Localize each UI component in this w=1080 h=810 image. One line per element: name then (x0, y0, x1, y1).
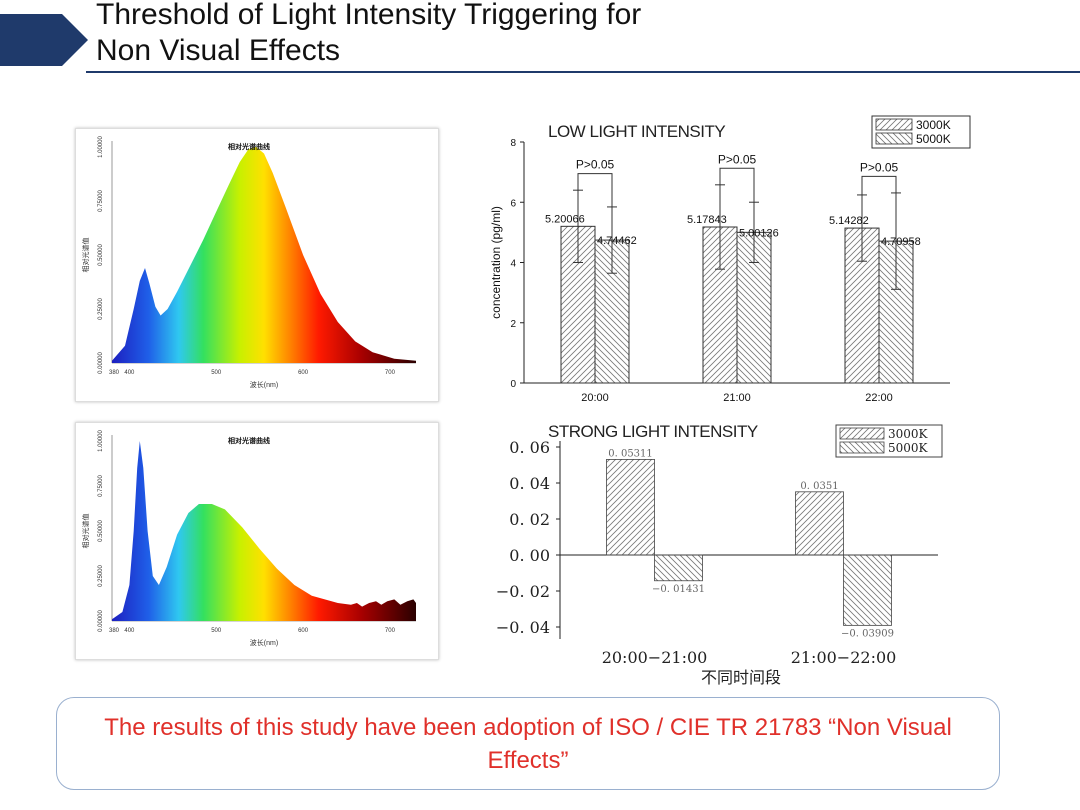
spectrum-panel-1: 相对光谱曲线 380 400 500 600 700 0.00000 0.25000 0.500… (75, 128, 439, 402)
spectrum-y-tick: 0.75000 (98, 475, 104, 497)
legend-label-5000k: 5000K (888, 441, 929, 455)
significance-bracket (861, 175, 897, 195)
spectrum-x-tick: 600 (298, 628, 309, 634)
page-title: Threshold of Light Intensity Triggering … (96, 0, 641, 69)
data-label: 0. 05311 (608, 448, 653, 459)
bar-5000k-1 (736, 231, 772, 384)
spectrum-x-tick: 700 (385, 370, 396, 376)
spectrum-panel-2: 相对光谱曲线 380 400 500 600 700 0.00000 0.25000 0.500… (75, 422, 439, 660)
spectrum-y-tick: 0.50000 (98, 244, 104, 266)
spectrum-y-tick: 0.00000 (98, 352, 104, 374)
spectrum-y-label: 相对光谱值 (81, 514, 90, 549)
y-tick-label: 6 (510, 198, 516, 209)
legend-swatch-3000k (839, 427, 885, 440)
data-label: −0. 03909 (841, 628, 894, 639)
data-label: 5.20066 (545, 213, 585, 225)
x-tick-label: 21:00 (723, 392, 751, 404)
y-tick-label: 8 (510, 138, 516, 149)
x-axis-label: 不同时间段 (701, 668, 781, 687)
bar-5000k-1 (843, 554, 892, 626)
legend-label-5000k: 5000K (916, 132, 951, 146)
spectrum-x-tick: 500 (211, 370, 222, 376)
spectrum-x-label: 波长(nm) (250, 638, 278, 647)
spectrum-chart-2: 相对光谱曲线 380 400 500 600 700 0.00000 0.25000 0.500… (81, 430, 416, 647)
spectrum-x-tick: 500 (211, 628, 222, 634)
spectrum-title: 相对光谱曲线 (228, 436, 270, 445)
spectrum-y-tick: 0.25000 (98, 298, 104, 320)
y-tick-label: 0. 00 (509, 546, 550, 565)
x-tick-label: 22:00 (865, 392, 893, 404)
title-divider (86, 71, 1080, 73)
y-tick-label: −0. 02 (496, 582, 550, 601)
spectrum-x-tick: 400 (124, 628, 135, 634)
bar-5000k-0 (654, 554, 703, 582)
spectrum-x-tick: 380 (109, 370, 120, 376)
data-label: 4.70958 (881, 236, 921, 248)
y-tick-label: 0. 06 (509, 438, 550, 457)
spectrum-title: 相对光谱曲线 (228, 142, 270, 151)
significance-bracket (577, 173, 613, 207)
spectrum-x-tick: 600 (298, 370, 309, 376)
y-tick-label: −0. 04 (496, 618, 550, 637)
legend-label-3000k: 3000K (888, 427, 929, 441)
spectrum-x-tick: 380 (109, 628, 120, 634)
strong-light-bar-chart: 0. 06 0. 04 0. 02 0. 00 −0. 02 −0. 04 STRONG L… (496, 422, 943, 687)
spectrum-y-tick: 0.00000 (98, 610, 104, 632)
spectrum-curve (112, 147, 416, 363)
x-tick-label: 20:00 (581, 392, 609, 404)
spectrum-y-tick: 0.50000 (98, 520, 104, 542)
result-note-box: The results of this study have been adop… (56, 697, 1000, 790)
data-label: −0. 01431 (652, 584, 705, 595)
result-note-text: The results of this study have been adop… (104, 713, 952, 774)
spectrum-chart-1: 相对光谱曲线 380 400 500 600 700 0.00000 0.25000 0.500… (81, 136, 416, 389)
title-line-1: Threshold of Light Intensity Triggering … (96, 0, 642, 31)
x-tick-label: 20:00−21:00 (602, 648, 708, 667)
legend-label-3000k: 3000K (916, 118, 951, 132)
x-tick-label: 21:00−22:00 (791, 648, 897, 667)
low-light-bar-chart: 0 2 4 6 8 concentration (pg/ml) LOW LIGHT INTE… (489, 115, 971, 404)
y-axis-label: concentration (pg/ml) (489, 206, 503, 319)
significance-label: P>0.05 (576, 158, 615, 172)
spectrum-y-label: 相对光谱值 (81, 238, 90, 273)
significance-label: P>0.05 (718, 152, 757, 166)
title-line-2: Non Visual Effects (96, 34, 341, 67)
y-tick-label: 0. 04 (509, 474, 550, 493)
spectrum-curve (112, 441, 416, 621)
data-label: 0. 0351 (800, 481, 838, 492)
significance-label: P>0.05 (860, 160, 899, 174)
y-tick-label: 2 (510, 319, 516, 330)
data-label: 5.17843 (687, 214, 727, 226)
y-tick-label: 0. 02 (509, 510, 550, 529)
spectrum-y-tick: 1.00000 (98, 136, 104, 158)
spectrum-x-tick: 700 (385, 628, 396, 634)
data-label: 5.14282 (829, 215, 869, 227)
spectrum-y-tick: 1.00000 (98, 430, 104, 452)
bar-3000k-1 (795, 491, 844, 556)
significance-bracket (719, 167, 755, 203)
legend-swatch-3000k (875, 118, 913, 131)
spectrum-x-tick: 400 (124, 370, 135, 376)
data-label: 5.00126 (739, 227, 779, 239)
y-tick-label: 4 (510, 259, 516, 270)
legend-swatch-5000k (875, 132, 913, 145)
legend-swatch-5000k (839, 441, 885, 454)
chart-title: STRONG LIGHT INTENSITY (548, 422, 758, 441)
data-label: 4.74462 (597, 235, 637, 247)
bar-3000k-0 (606, 459, 655, 556)
spectrum-y-tick: 0.75000 (98, 190, 104, 212)
title-arrow-icon (0, 14, 88, 66)
y-tick-label: 0 (510, 379, 516, 390)
chart-title: LOW LIGHT INTENSITY (548, 122, 725, 141)
spectrum-x-label: 波长(nm) (250, 380, 278, 389)
spectrum-y-tick: 0.25000 (98, 565, 104, 587)
